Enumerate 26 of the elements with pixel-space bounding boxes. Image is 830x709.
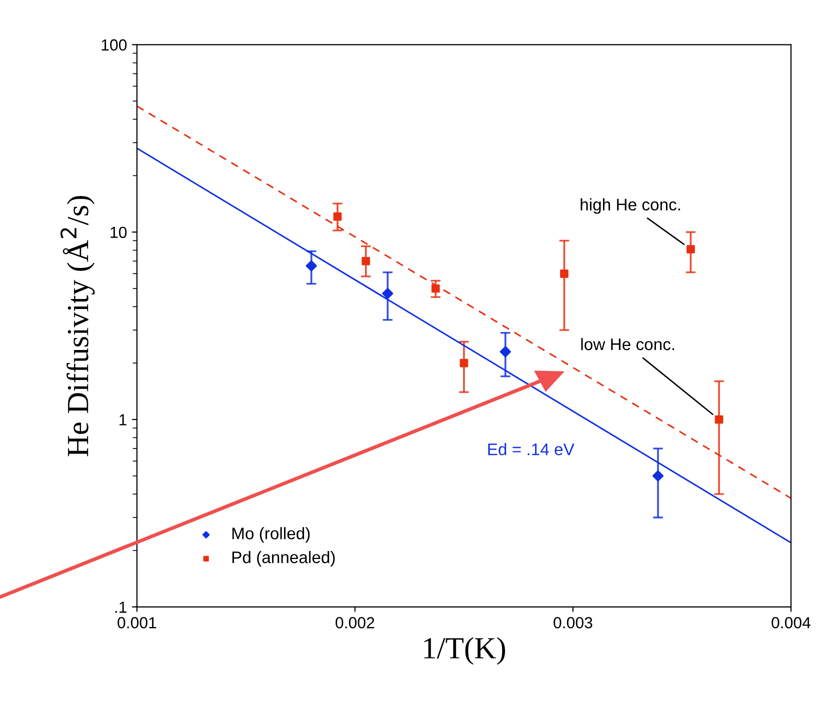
y-tick-label: 10	[110, 226, 127, 238]
point	[686, 245, 695, 254]
x-axis-title: 1/T(K)	[424, 637, 506, 665]
annotation: Ed = .14 eV	[488, 443, 574, 456]
x-tick-label: 0.004	[772, 617, 811, 628]
point	[460, 358, 468, 368]
annotation: low He conc.	[581, 338, 674, 350]
y-tick-label: 100	[102, 39, 127, 51]
y-tick-label: .1	[115, 602, 126, 613]
x-tick-label: 0.002	[336, 617, 374, 628]
point	[500, 346, 511, 358]
point	[652, 470, 664, 482]
point	[382, 288, 394, 300]
point	[560, 269, 568, 278]
legend-label: Mo (rolled)	[232, 527, 310, 543]
y-tick-label: 1	[120, 414, 126, 426]
point	[362, 256, 370, 266]
legend-label: Pd (annealed)	[232, 550, 335, 566]
point	[714, 415, 724, 424]
point	[333, 212, 342, 221]
annotation: high He conc.	[580, 198, 680, 214]
point	[306, 260, 317, 272]
y-axis-title: He Diffusivity (Å$^{2}$/s)	[60, 196, 95, 456]
point	[431, 284, 440, 293]
x-tick-label: 0.003	[554, 617, 592, 628]
x-tick-label: 0.001	[118, 617, 156, 628]
